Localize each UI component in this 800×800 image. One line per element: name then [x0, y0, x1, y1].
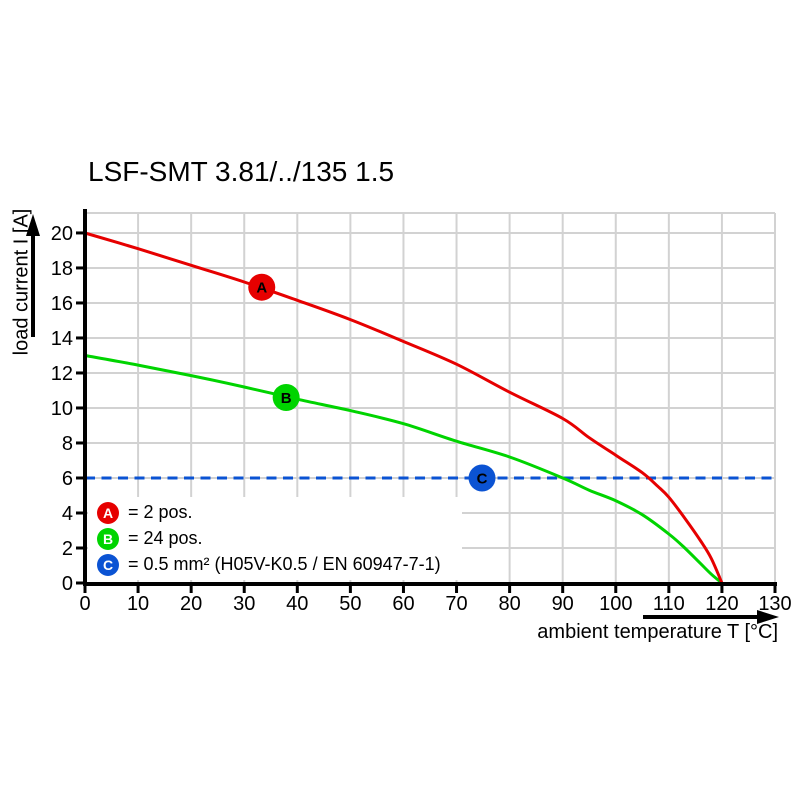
x-tick-label: 90 — [552, 593, 574, 615]
marker-C — [468, 464, 496, 492]
y-tick-label: 14 — [51, 328, 73, 350]
x-tick-label: 10 — [127, 593, 149, 615]
y-tick-label: 18 — [51, 258, 73, 280]
marker-letter-B: B — [281, 390, 292, 407]
y-axis-arrow-icon — [26, 214, 40, 337]
curve-A — [84, 231, 724, 584]
y-tick-label: 8 — [62, 433, 73, 455]
x-axis-arrow-icon — [643, 610, 779, 624]
gridlines — [85, 212, 776, 583]
marker-letter-A: A — [256, 280, 267, 297]
y-tick-label: 20 — [51, 223, 73, 245]
x-tick-label: 50 — [339, 593, 361, 615]
x-tick-label: 30 — [233, 593, 255, 615]
x-tick-label: 60 — [392, 593, 414, 615]
legend-badge-a: A — [97, 501, 119, 524]
legend-label-a: = 2 pos. — [128, 502, 193, 522]
curve-B — [84, 354, 723, 585]
y-tick-label: 12 — [51, 363, 73, 385]
curve-markers: A B C — [248, 273, 496, 492]
legend-label-b: = 24 pos. — [128, 528, 203, 548]
x-tick-label: 0 — [79, 593, 90, 615]
x-tick-label: 110 — [653, 593, 685, 615]
legend-row-a: A = 2 pos. — [88, 501, 462, 524]
x-tick-label: 70 — [445, 593, 467, 615]
x-tick-label: 130 — [758, 593, 791, 615]
y-tick-label: 0 — [62, 573, 73, 595]
y-tick-label: 10 — [51, 398, 73, 420]
x-tick-label: 20 — [180, 593, 202, 615]
marker-B — [272, 383, 300, 411]
legend-row-b: B = 24 pos. — [88, 527, 462, 550]
legend-label-c: = 0.5 mm² (H05V-K0.5 / EN 60947-7-1) — [128, 554, 441, 574]
x-axis-title: ambient temperature T [°C] — [537, 621, 778, 643]
legend-badge-b: B — [97, 527, 119, 550]
y-tick-label: 4 — [62, 503, 73, 525]
chart-legend: A = 2 pos. B = 24 pos. C = 0.5 mm² (H05V… — [88, 497, 462, 580]
axes — [76, 209, 777, 593]
legend-row-c: C = 0.5 mm² (H05V-K0.5 / EN 60947-7-1) — [88, 553, 462, 576]
x-tick-label: 80 — [498, 593, 520, 615]
marker-letter-C: C — [477, 470, 488, 487]
y-tick-label: 6 — [62, 468, 73, 490]
x-tick-label: 40 — [286, 593, 308, 615]
x-tick-label: 100 — [599, 593, 632, 615]
tick-labels: 0 2 4 6 8 10 12 14 16 18 20 0 10 20 30 40 50 60 70 80 90 100 1… — [51, 223, 792, 615]
curves — [84, 231, 775, 585]
y-tick-label: 2 — [62, 538, 73, 560]
marker-A — [248, 273, 276, 301]
x-tick-label: 120 — [705, 593, 738, 615]
y-tick-label: 16 — [51, 293, 73, 315]
chart-title: LSF-SMT 3.81/../135 1.5 — [88, 156, 395, 187]
legend-badge-c: C — [97, 553, 119, 576]
